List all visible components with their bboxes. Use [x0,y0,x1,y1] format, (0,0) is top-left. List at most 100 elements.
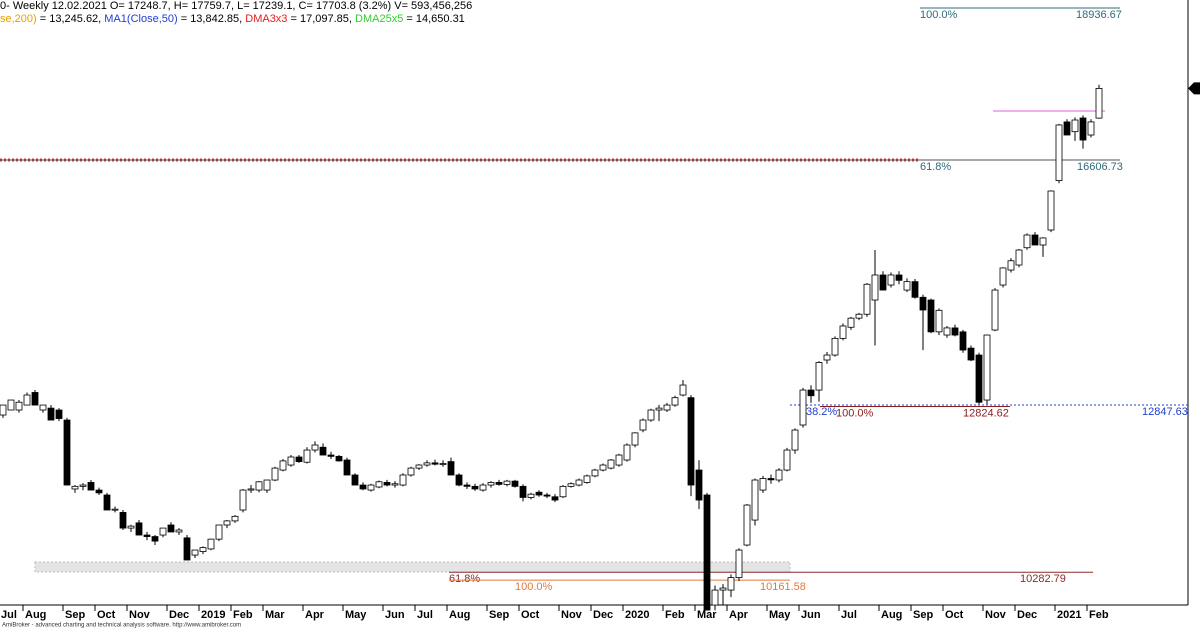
indicator-name: MA1(Close,50) [104,13,177,25]
candle-body [143,534,151,537]
candle-body [751,479,759,521]
candle-body [135,522,143,536]
candle-body [23,394,31,406]
candle-body [535,491,543,496]
candle-body [599,464,607,471]
x-tick-label: Aug [25,609,46,621]
candle-body [463,484,471,487]
candle-body [647,409,655,421]
candle-body [807,389,815,397]
candle-body [71,485,79,490]
candle-body [1087,121,1095,136]
candle-body [319,446,327,456]
candle-body [359,484,367,490]
candle-body [391,483,399,486]
indicator-value: = 14,650.31 [403,13,464,25]
candle-body [383,482,391,486]
candle-body [527,493,535,498]
x-tick-label: Jun [801,609,821,621]
candle-body [407,467,415,476]
candle-body [839,325,847,339]
candle-body [119,512,127,529]
x-tick-label: Dec [1017,609,1037,621]
x-tick-label: Aug [449,609,470,621]
candle-body [799,389,807,426]
level-pct: 100.0% [920,9,958,21]
x-tick-label: Sep [913,609,933,621]
indicator-value: = 17,097.85, [287,13,355,25]
candle-body [159,527,167,536]
x-tick-label: 2019 [201,609,225,621]
candle-body [503,480,511,485]
candle-body [791,429,799,451]
candle-body [167,524,175,533]
candle-body [687,397,695,486]
candle-body [959,331,967,351]
x-tick-label: Jul [417,609,433,621]
candle-body [63,419,71,486]
candle-body [567,483,575,487]
x-tick-label: 2021 [1057,609,1081,621]
candle-body [607,459,615,469]
candle-body [575,479,583,486]
x-tick-label: Oct [945,609,964,621]
x-tick-label: Apr [305,609,325,621]
x-tick-label: Nov [561,609,583,621]
candle-body [455,474,463,486]
x-tick-label: Apr [729,609,749,621]
candle-body [55,409,63,419]
level-pct: 38.2% [806,406,837,418]
candle-body [1095,88,1103,119]
candle-body [375,481,383,488]
candle-body [759,478,767,491]
candle-body [311,444,319,451]
candle-body [671,397,679,406]
candle-body [191,549,199,556]
candle-body [263,479,271,491]
candle-body [271,467,279,481]
candle-body [295,456,303,462]
candle-body [559,485,567,498]
x-tick-label: Oct [97,609,116,621]
candle-body [743,504,751,546]
candle-body [255,481,263,491]
candle-body [831,337,839,356]
candle-body [879,274,887,291]
candle-body [183,537,191,561]
candle-body [279,460,287,471]
x-tick-label: Jul [841,609,857,621]
candle-body [975,354,983,403]
candle-body [439,463,447,465]
candle-body [999,267,1007,286]
x-tick-label: Nov [985,609,1007,621]
candle-body [175,529,183,533]
level-value: 16606.73 [1077,161,1123,173]
candle-body [695,469,703,501]
candle-body [95,489,103,494]
last-price-marker [1188,82,1200,95]
candle-body [1007,260,1015,271]
candle-body [479,484,487,491]
zone [34,561,791,573]
candle-body [951,327,959,336]
x-tick-label: Dec [169,609,189,621]
x-tick-label: May [345,609,367,621]
x-tick-label: Feb [233,609,253,621]
x-tick-label: Nov [129,609,151,621]
candle-body [863,283,871,315]
footer: AmiBroker - advanced charting and techni… [2,623,241,629]
candle-body [775,469,783,481]
x-tick-label: Feb [665,609,685,621]
candle-body [727,577,735,591]
candle-body [551,496,559,501]
candle-body [239,489,247,511]
candle-body [967,347,975,361]
candle-body [615,454,623,466]
candle-body [207,538,215,550]
candle-body [703,494,711,611]
candle-body [663,404,671,411]
level-value: 10282.79 [1020,573,1066,585]
candle-body [351,474,359,486]
candle-body [471,485,479,490]
